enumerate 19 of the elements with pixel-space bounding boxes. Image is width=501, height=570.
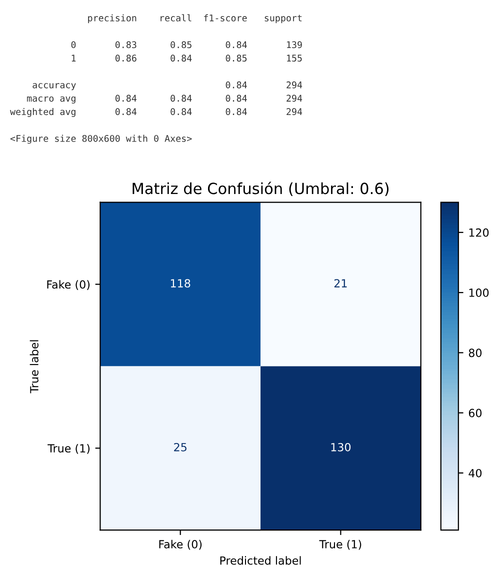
text: 1 0.86 0.84 0.85 155 [72,54,302,62]
color-bar-label: 120 [469,228,489,237]
text: <Figure size 800x600 with 0 Axes> [10,134,192,144]
data-label: 130 [331,442,351,452]
text: macro avg 0.84 0.84 0.84 294 [27,94,302,104]
color-bar-label: 60 [468,408,482,418]
chart-title: Matriz de Confusión (Umbral: 0.6) [132,182,389,196]
text: precision recall f1-score support [88,14,302,24]
x-axis-title: Predicted label [220,556,301,565]
text: weighted avg 0.84 0.84 0.84 294 [10,108,302,117]
data-label: 118 [170,279,190,288]
data-label: 25 [174,442,186,452]
data-label: 21 [334,279,347,288]
y-axis-title: True label [30,340,38,394]
text: 0 0.83 0.85 0.84 139 [71,41,302,48]
color-bar-label: 80 [468,348,482,358]
color-bar-label: 40 [468,468,482,478]
color-bar-label: 100 [469,288,489,297]
text: accuracy 0.84 294 [32,81,302,90]
